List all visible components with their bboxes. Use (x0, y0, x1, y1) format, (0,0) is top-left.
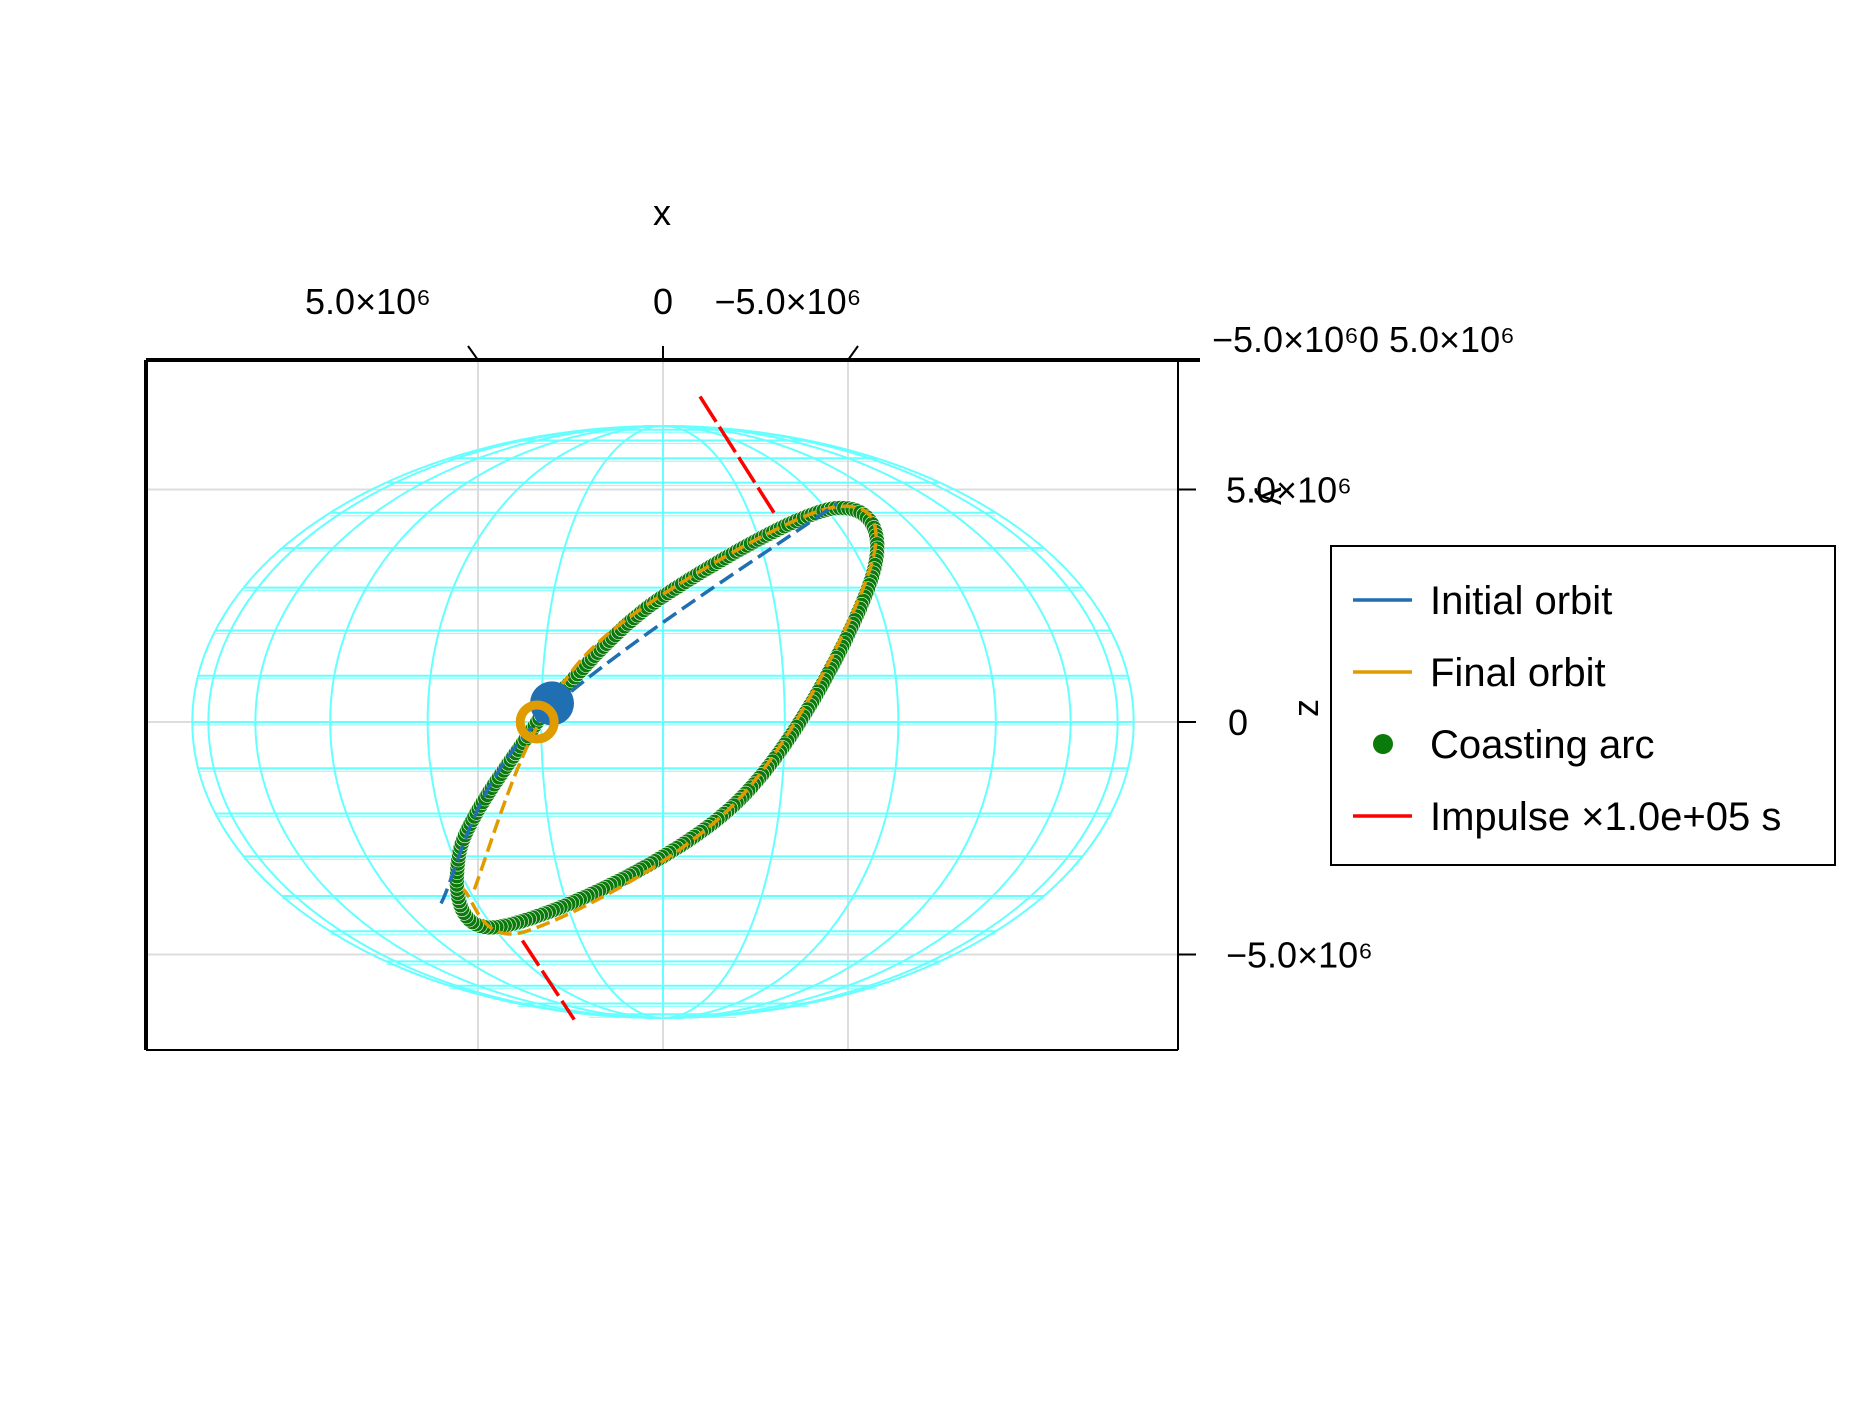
x-tick-label: 0 (653, 281, 673, 322)
z-tick-label: 5.0×10⁶ (1226, 470, 1352, 511)
legend-entry-label: Initial orbit (1430, 579, 1612, 623)
z-axis-label: z (1285, 699, 1326, 717)
impulse-line (520, 939, 576, 1021)
legend-swatch-marker (1373, 734, 1393, 754)
axes: 5.0×10⁶ 0 −5.0×10⁶ −5.0×10⁶ 0 5.0×10⁶ (144, 281, 1373, 1051)
y-axis-overlapping-tick-labels: −5.0×10⁶0 5.0×10⁶ (1212, 319, 1515, 360)
x-tick-label: −5.0×10⁶ (715, 281, 862, 322)
y-axis-label: y (1254, 487, 1295, 505)
x-tick (467, 345, 479, 361)
impulse-line (698, 395, 776, 514)
final-orbit-line (461, 504, 878, 936)
orbit-series (439, 395, 886, 1021)
legend: Initial orbit Final orbit Coasting arc Impu… (1330, 545, 1836, 866)
planet-sphere (191, 425, 1135, 1019)
x-tick-label: 5.0×10⁶ (305, 281, 431, 322)
x-tick (847, 345, 859, 361)
legend-box (1330, 545, 1836, 866)
z-tick-label: 0 (1228, 702, 1248, 743)
final-position-marker (515, 700, 559, 744)
initial-orbit-line (439, 501, 838, 905)
z-tick-label: −5.0×10⁶ (1226, 935, 1373, 976)
legend-entry-label: Impulse ×1.0e+05 s (1430, 795, 1781, 839)
legend-entry-label: Coasting arc (1430, 723, 1655, 767)
initial-position-marker (530, 681, 574, 726)
x-axis-label: x (653, 192, 671, 233)
legend-entry-label: Final orbit (1430, 651, 1606, 695)
